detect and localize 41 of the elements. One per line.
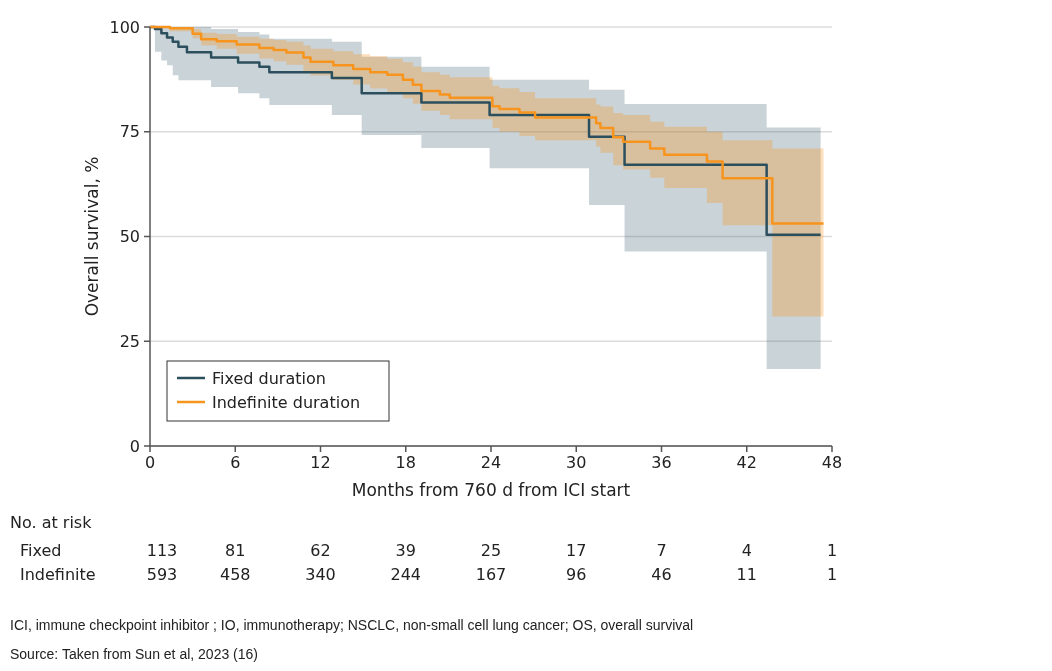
x-tick-label: 30 bbox=[566, 453, 587, 472]
text: 458 bbox=[219, 565, 251, 584]
y-axis-title: Overall survival, % bbox=[82, 156, 102, 317]
legend-label: Fixed duration bbox=[212, 368, 326, 388]
y-tick-label: 100 bbox=[109, 17, 140, 37]
text: 167 bbox=[475, 565, 507, 584]
legend-label: Indefinite duration bbox=[212, 392, 361, 412]
text: 1 bbox=[826, 541, 838, 560]
x-tick-label: 24 bbox=[480, 453, 502, 472]
text: ICI, immune checkpoint inhibitor ; IO, immunotherapy; NSCLC, non-small cell lung cancer; OS, overall survival bbox=[10, 617, 694, 633]
text: Fixed bbox=[20, 541, 62, 560]
text: 7 bbox=[656, 541, 667, 560]
y-tick-label: 75 bbox=[119, 122, 140, 142]
text: Indefinite bbox=[20, 565, 96, 584]
y-tick-label: 25 bbox=[119, 331, 140, 351]
y-tick-label: 0 bbox=[129, 436, 140, 456]
x-tick-label: 12 bbox=[310, 453, 331, 472]
y-tick-label: 50 bbox=[119, 227, 140, 247]
text: 340 bbox=[305, 565, 336, 584]
x-tick-label: 36 bbox=[651, 453, 672, 472]
x-tick-label: 48 bbox=[821, 453, 843, 472]
text: 17 bbox=[566, 541, 587, 560]
text: 39 bbox=[395, 541, 416, 560]
text: 113 bbox=[146, 541, 178, 560]
x-tick-label: 0 bbox=[144, 453, 156, 472]
text: 46 bbox=[651, 565, 672, 584]
x-axis-title: Months from 760 d from ICI start bbox=[351, 480, 631, 500]
text: 11 bbox=[736, 565, 757, 584]
text: 25 bbox=[480, 541, 502, 560]
text: 244 bbox=[390, 565, 422, 584]
text: 96 bbox=[566, 565, 587, 584]
text: 4 bbox=[741, 541, 752, 560]
text: 81 bbox=[225, 541, 246, 560]
text: No. at risk bbox=[10, 513, 93, 532]
text: 62 bbox=[310, 541, 331, 560]
text: 593 bbox=[146, 565, 178, 584]
x-tick-label: 18 bbox=[395, 453, 416, 472]
x-tick-label: 42 bbox=[736, 453, 757, 472]
x-tick-label: 6 bbox=[230, 453, 241, 472]
text: 1 bbox=[826, 565, 838, 584]
source-note: Source: Taken from Sun et al, 2023 (16) bbox=[10, 646, 258, 662]
